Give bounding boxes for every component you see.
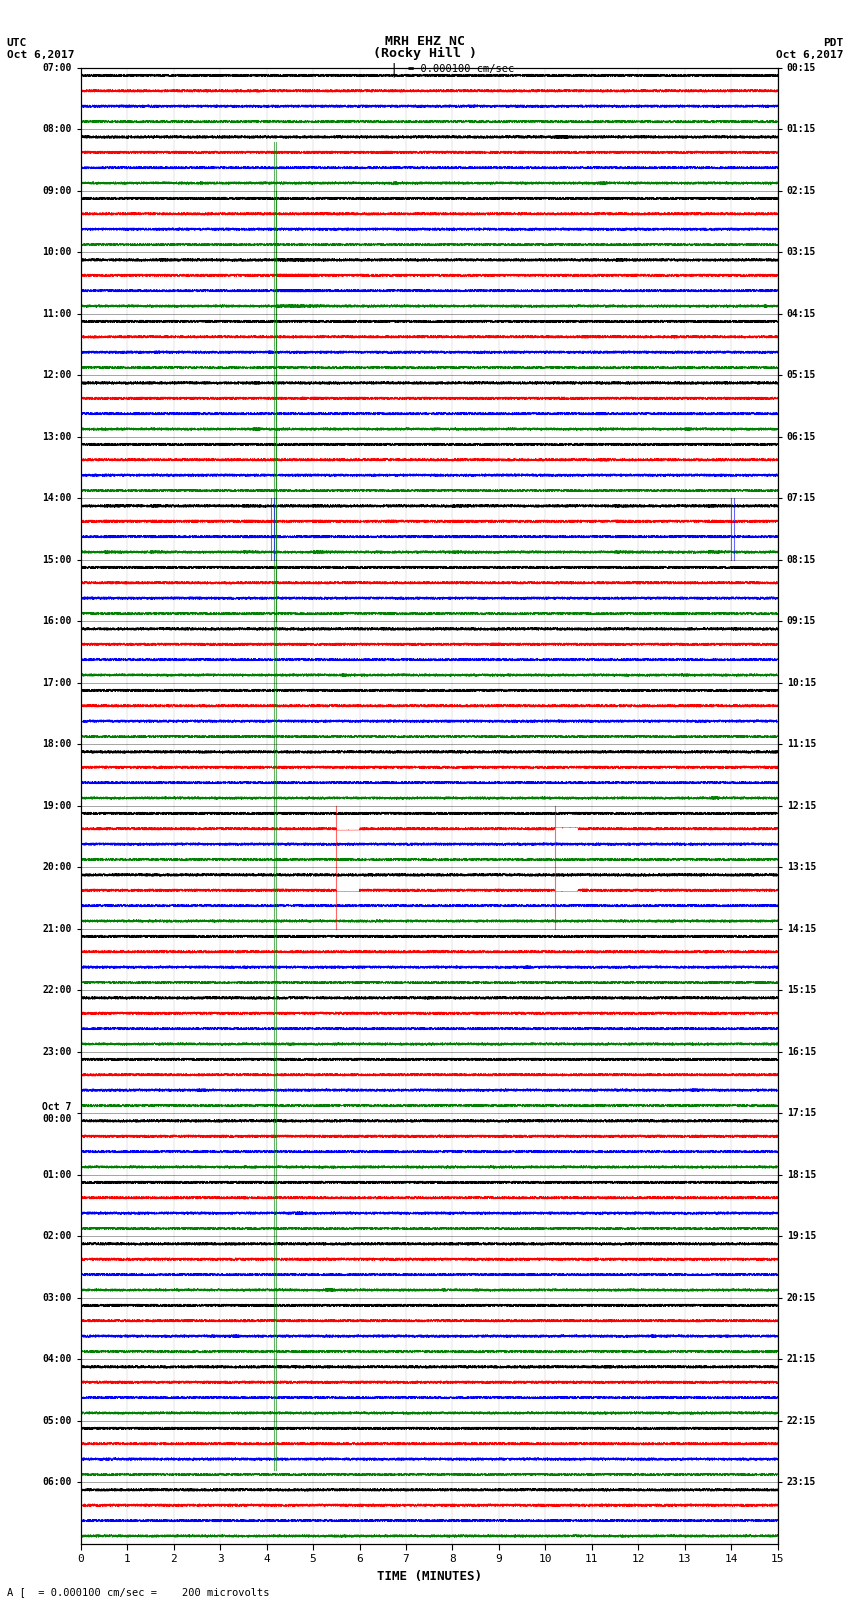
Text: Oct 6,2017: Oct 6,2017 xyxy=(7,50,74,60)
Text: MRH EHZ NC: MRH EHZ NC xyxy=(385,34,465,47)
Text: |: | xyxy=(389,63,398,76)
X-axis label: TIME (MINUTES): TIME (MINUTES) xyxy=(377,1569,482,1582)
Text: PDT: PDT xyxy=(823,37,843,47)
Text: = 0.000100 cm/sec: = 0.000100 cm/sec xyxy=(408,65,514,74)
Text: A [  = 0.000100 cm/sec =    200 microvolts: A [ = 0.000100 cm/sec = 200 microvolts xyxy=(7,1587,269,1597)
Text: (Rocky Hill ): (Rocky Hill ) xyxy=(373,47,477,60)
Text: Oct 6,2017: Oct 6,2017 xyxy=(776,50,843,60)
Text: UTC: UTC xyxy=(7,37,27,47)
